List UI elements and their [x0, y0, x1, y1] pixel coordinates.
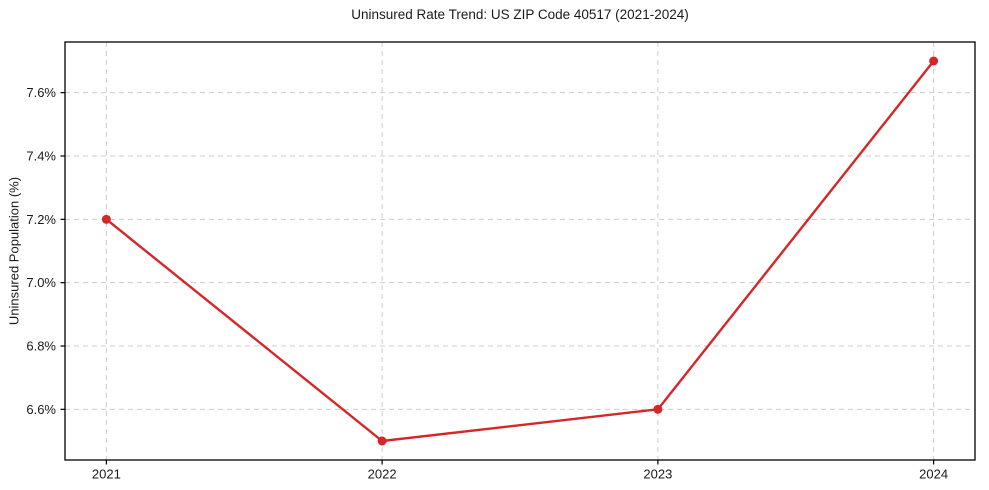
y-tick-label: 7.2%	[26, 212, 56, 227]
chart-title: Uninsured Rate Trend: US ZIP Code 40517 …	[351, 7, 689, 22]
y-tick-label: 6.6%	[26, 402, 56, 417]
data-point-marker	[653, 404, 663, 414]
y-tick-label: 7.4%	[26, 149, 56, 164]
data-point-marker	[929, 56, 939, 66]
x-tick-label: 2024	[919, 467, 948, 482]
x-tick-label: 2023	[643, 467, 672, 482]
x-tick-label: 2021	[92, 467, 121, 482]
plot-border	[64, 41, 976, 461]
x-tick-label: 2022	[368, 467, 397, 482]
data-point-marker	[377, 436, 387, 446]
trend-line	[105, 59, 935, 443]
y-tick-label: 6.8%	[26, 339, 56, 354]
y-tick-label: 7.0%	[26, 275, 56, 290]
data-point-marker	[101, 214, 111, 224]
y-tick-label: 7.6%	[26, 85, 56, 100]
